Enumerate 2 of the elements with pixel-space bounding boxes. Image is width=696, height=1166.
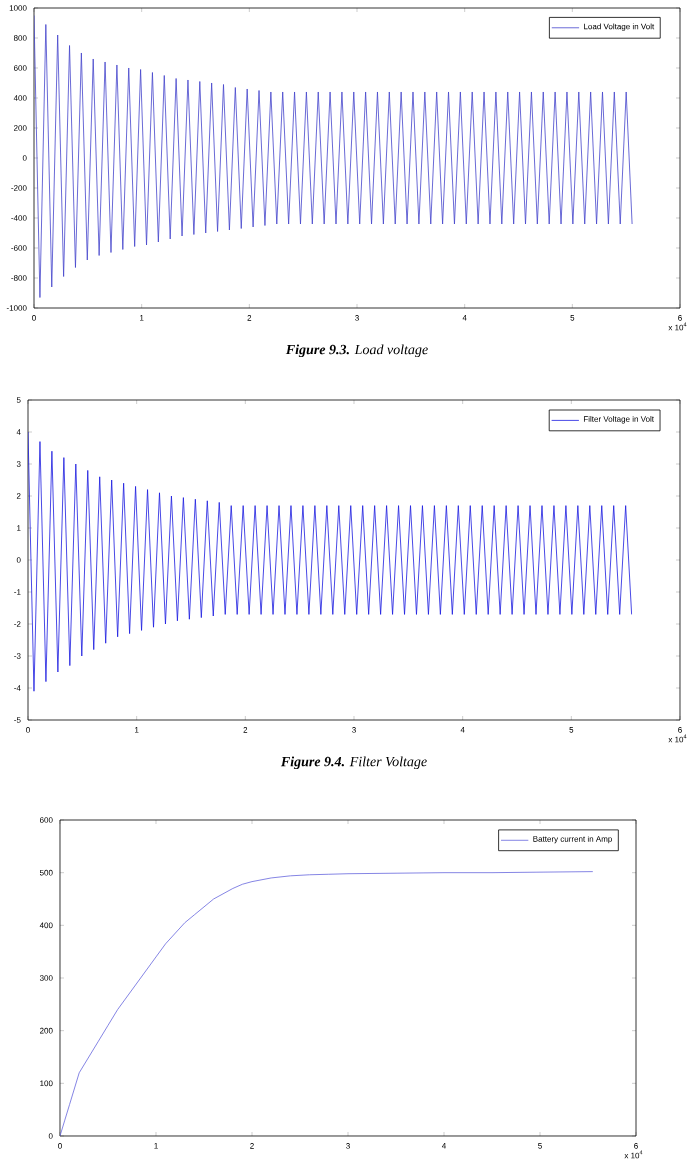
line-series <box>28 431 633 692</box>
line-series <box>34 15 633 298</box>
